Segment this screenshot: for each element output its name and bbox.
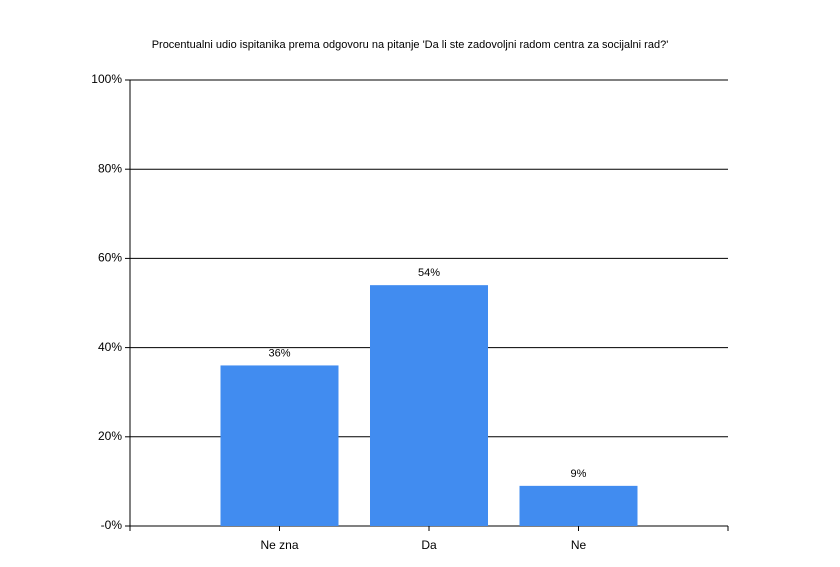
y-tick-label: 60% bbox=[98, 251, 122, 265]
x-tick-label: Ne zna bbox=[260, 538, 298, 552]
bar bbox=[370, 285, 488, 526]
value-label: 36% bbox=[268, 347, 290, 359]
x-tick-label: Ne bbox=[571, 538, 587, 552]
x-tick-label: Da bbox=[421, 538, 437, 552]
y-tick-label: 20% bbox=[98, 429, 122, 443]
y-tick-label: 40% bbox=[98, 340, 122, 354]
chart-title: Procentualni udio ispitanika prema odgov… bbox=[152, 39, 669, 51]
y-tick-label: 100% bbox=[91, 72, 122, 86]
bar bbox=[220, 365, 339, 526]
value-label: 9% bbox=[571, 468, 587, 480]
y-tick-label: 80% bbox=[98, 161, 122, 175]
y-tick-label: -0% bbox=[101, 518, 123, 532]
bar bbox=[519, 485, 638, 526]
value-label: 54% bbox=[418, 267, 440, 279]
